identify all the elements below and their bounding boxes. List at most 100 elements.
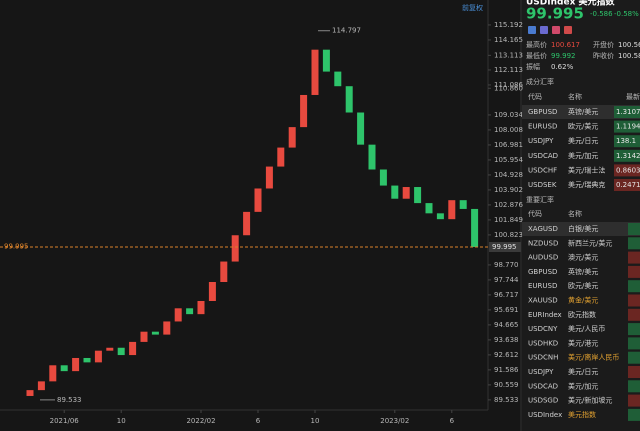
stat-value: 100.617 bbox=[551, 41, 580, 49]
side-panel bbox=[522, 0, 640, 431]
quote-cell-text[interactable]: GBPUSD bbox=[528, 268, 557, 276]
quote-cell bbox=[628, 366, 640, 378]
candle-body bbox=[357, 112, 365, 145]
quote-cell-text[interactable]: USDCNY bbox=[528, 325, 558, 333]
stat-value: 100.58 bbox=[618, 52, 640, 60]
y-tick-label: 111.086 bbox=[494, 81, 523, 89]
quote-cell-text[interactable]: EURUSD bbox=[528, 123, 557, 131]
candle-body bbox=[129, 341, 137, 356]
candle-body bbox=[288, 127, 296, 148]
candle-body bbox=[448, 200, 456, 220]
quote-cell-text[interactable]: USDSGD bbox=[528, 397, 558, 405]
quote-cell bbox=[628, 308, 640, 321]
candle-body bbox=[197, 300, 205, 315]
y-tick-label: 106.981 bbox=[494, 141, 523, 149]
column-header: 名称 bbox=[568, 209, 582, 218]
quote-cell-text[interactable]: USDSEK bbox=[528, 181, 557, 189]
stat-label: 振幅 bbox=[526, 62, 540, 71]
x-tick-label: 10 bbox=[311, 417, 320, 425]
quote-cell-text[interactable]: USDIndex bbox=[528, 411, 562, 419]
quote-value[interactable]: 1.1194 bbox=[616, 123, 640, 131]
quote-cell bbox=[628, 323, 640, 336]
quote-cell-text[interactable]: 美元/新加坡元 bbox=[568, 396, 612, 405]
y-tick-label: 102.876 bbox=[494, 201, 523, 209]
y-tick-label: 112.113 bbox=[494, 66, 523, 74]
tool-icon[interactable] bbox=[552, 26, 560, 34]
quote-cell-text[interactable]: USDJPY bbox=[528, 137, 554, 145]
quote-cell-text[interactable]: XAUUSD bbox=[528, 297, 558, 305]
quote-cell-text[interactable]: 美元指数 bbox=[568, 410, 596, 419]
quote-cell-text[interactable]: USDHKD bbox=[528, 339, 558, 347]
quote-cell-text[interactable]: 美元/离岸人民币 bbox=[568, 353, 619, 362]
quote-cell-text[interactable]: 欧元/美元 bbox=[568, 122, 598, 131]
quote-cell-text[interactable]: 美元/瑞典克 bbox=[568, 180, 605, 189]
quote-value[interactable]: 0.2471 bbox=[616, 181, 640, 189]
quote-cell-text[interactable]: EURIndex bbox=[528, 311, 562, 319]
quote-cell-text[interactable]: 欧元指数 bbox=[568, 310, 596, 319]
column-header: 最新 bbox=[626, 92, 640, 101]
candle-body bbox=[436, 213, 444, 220]
quote-cell-text[interactable]: 白银/美元 bbox=[568, 224, 598, 233]
quote-cell bbox=[628, 351, 640, 364]
quote-cell-text[interactable]: 美元/日元 bbox=[568, 136, 598, 145]
stat-value: 100.56 bbox=[618, 41, 640, 49]
quote-cell bbox=[614, 106, 640, 118]
tool-icon[interactable] bbox=[564, 26, 572, 34]
quote-cell-text[interactable]: AUDUSD bbox=[528, 254, 558, 262]
candle-body bbox=[414, 187, 422, 204]
quote-cell-text[interactable]: 美元/瑞士法 bbox=[568, 165, 605, 174]
quote-cell bbox=[628, 337, 640, 350]
candle-body bbox=[322, 49, 330, 72]
quote-cell-text[interactable]: USDJPY bbox=[528, 368, 554, 376]
y-tick-label: 113.113 bbox=[494, 51, 523, 59]
quote-cell bbox=[628, 237, 640, 250]
tool-icon[interactable] bbox=[540, 26, 548, 34]
quote-cell-text[interactable]: 澳元/美元 bbox=[568, 253, 598, 262]
quote-cell-text[interactable]: USDCAD bbox=[528, 382, 558, 390]
symbol: USDIndex 美元指数 bbox=[526, 0, 616, 8]
quote-cell bbox=[614, 149, 640, 162]
quote-cell-text[interactable]: 美元/加元 bbox=[568, 381, 598, 390]
candle-body bbox=[300, 94, 308, 128]
quote-cell-text[interactable]: NZDUSD bbox=[528, 239, 558, 247]
quote-cell bbox=[628, 394, 640, 407]
quote-cell-text[interactable]: XAGUSD bbox=[528, 225, 558, 233]
quote-cell-text[interactable]: 新西兰元/美元 bbox=[568, 238, 612, 247]
quote-cell-text[interactable]: 黄金/美元 bbox=[568, 296, 598, 305]
stat-value: 0.62% bbox=[551, 63, 574, 71]
adjust-button[interactable]: 前复权 bbox=[462, 3, 483, 12]
quote-cell-text[interactable]: GBPUSD bbox=[528, 108, 557, 116]
x-tick-label: 6 bbox=[450, 417, 455, 425]
quote-cell-text[interactable]: EURUSD bbox=[528, 282, 557, 290]
y-tick-label: 110.860 bbox=[494, 84, 523, 92]
y-tick-label: 91.586 bbox=[494, 366, 519, 374]
candle-body bbox=[174, 308, 182, 322]
quote-value[interactable]: 0.8603 bbox=[616, 166, 640, 174]
quote-value[interactable]: 1.3142 bbox=[616, 152, 640, 160]
quote-cell-text[interactable]: USDCNH bbox=[528, 354, 558, 362]
tool-icon[interactable] bbox=[528, 26, 536, 34]
y-tick-label: 94.665 bbox=[494, 321, 519, 329]
y-tick-label: 98.770 bbox=[494, 261, 519, 269]
quote-cell bbox=[628, 251, 640, 264]
quote-cell-text[interactable]: 欧元/美元 bbox=[568, 281, 598, 290]
candle-body bbox=[151, 331, 159, 335]
quote-cell bbox=[614, 179, 640, 191]
quote-cell bbox=[628, 294, 640, 307]
quote-cell-text[interactable]: 英镑/美元 bbox=[568, 107, 598, 116]
quote-cell-text[interactable]: 美元/港元 bbox=[568, 338, 598, 347]
quote-cell-text[interactable]: 美元/日元 bbox=[568, 367, 598, 376]
y-tick-label: 109.034 bbox=[494, 111, 523, 119]
quote-value[interactable]: 138.1 bbox=[616, 137, 636, 145]
candle-body bbox=[425, 203, 433, 214]
quote-cell bbox=[628, 408, 640, 421]
quote-cell-text[interactable]: 英镑/美元 bbox=[568, 267, 598, 276]
quote-cell-text[interactable]: USDCAD bbox=[528, 152, 558, 160]
candle-body bbox=[94, 350, 102, 363]
quote-cell-text[interactable]: USDCHF bbox=[528, 166, 557, 174]
quote-value[interactable]: 1.3107 bbox=[616, 108, 640, 116]
quote-cell-text[interactable]: 美元/人民币 bbox=[568, 324, 605, 333]
quote-cell-text[interactable]: 美元/加元 bbox=[568, 151, 598, 160]
candle-body bbox=[26, 390, 34, 396]
low-label: 89.533 bbox=[57, 396, 82, 404]
